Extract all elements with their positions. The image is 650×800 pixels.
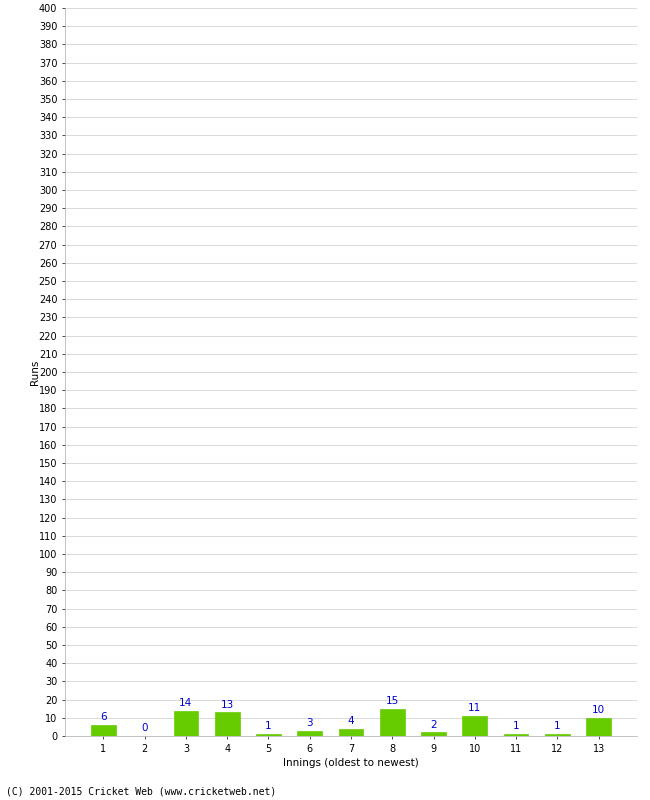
Bar [256, 734, 281, 736]
Text: 2: 2 [430, 720, 437, 730]
Bar [214, 712, 240, 736]
Text: 4: 4 [348, 716, 354, 726]
Text: 1: 1 [265, 722, 272, 731]
Y-axis label: Runs: Runs [29, 359, 40, 385]
Bar [462, 716, 488, 736]
Text: 1: 1 [554, 722, 561, 731]
Bar [339, 729, 363, 736]
Text: 6: 6 [100, 712, 107, 722]
Bar [174, 710, 198, 736]
Text: 11: 11 [468, 703, 482, 714]
Bar [421, 732, 446, 736]
Text: 15: 15 [385, 696, 399, 706]
Bar [297, 730, 322, 736]
Text: 3: 3 [306, 718, 313, 728]
Text: (C) 2001-2015 Cricket Web (www.cricketweb.net): (C) 2001-2015 Cricket Web (www.cricketwe… [6, 786, 277, 796]
Text: 10: 10 [592, 705, 605, 715]
Bar [545, 734, 570, 736]
Bar [91, 725, 116, 736]
Bar [380, 709, 405, 736]
X-axis label: Innings (oldest to newest): Innings (oldest to newest) [283, 758, 419, 768]
Text: 0: 0 [142, 723, 148, 734]
Text: 14: 14 [179, 698, 192, 708]
Bar [504, 734, 528, 736]
Text: 1: 1 [513, 722, 519, 731]
Bar [586, 718, 611, 736]
Text: 13: 13 [220, 700, 234, 710]
